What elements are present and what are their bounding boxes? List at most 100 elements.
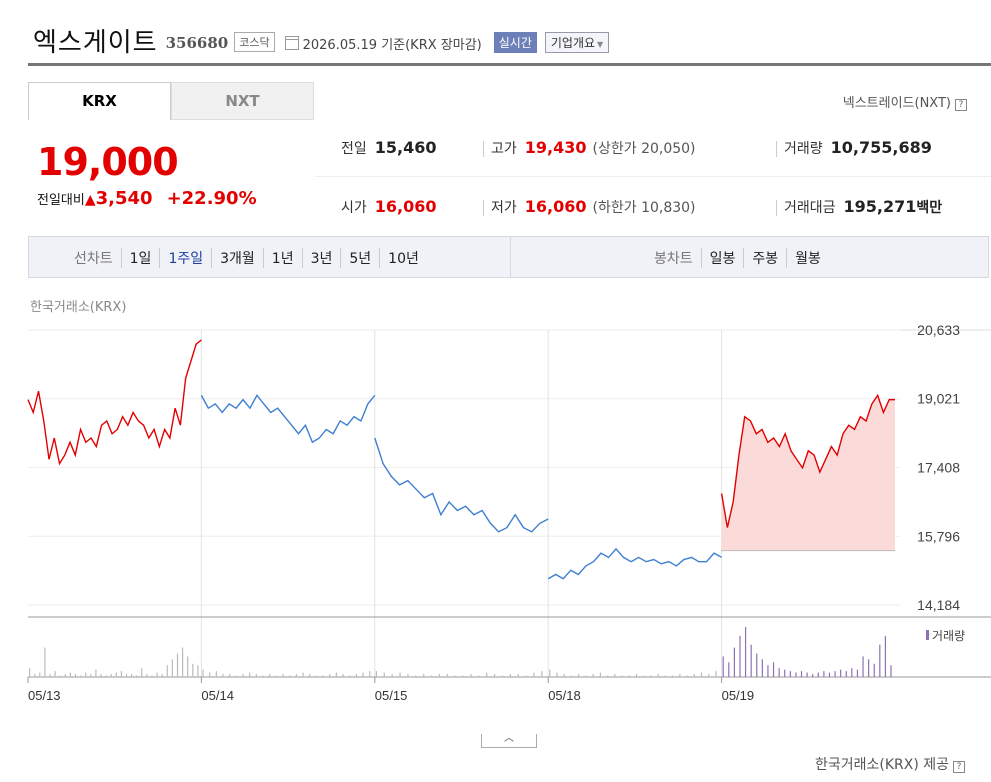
period-1y[interactable]: 1년 (262, 248, 302, 268)
volume-bar (64, 674, 66, 677)
volume-bar (784, 669, 786, 677)
upper-limit: (상한가 20,050) (592, 141, 696, 157)
tab-krx[interactable]: KRX (28, 82, 171, 120)
volume-bar (570, 675, 573, 677)
volume-bar (255, 674, 257, 677)
volume-bar (383, 672, 385, 677)
stat-separator (776, 141, 777, 157)
stat-value: 19,430 (524, 138, 587, 157)
volume-bar (349, 675, 351, 677)
volume-bar (215, 671, 217, 677)
candle-weekly[interactable]: 주봉 (743, 248, 786, 268)
volume-bar (446, 674, 448, 677)
volume-bar (840, 669, 842, 677)
bar-divider (510, 237, 511, 277)
volume-bar (222, 674, 224, 677)
volume-bar (342, 674, 344, 677)
volume-bar (302, 672, 304, 677)
collapse-chart-button[interactable]: ︿ (481, 734, 537, 748)
volume-bar (817, 672, 819, 677)
volume-bar (105, 675, 107, 677)
volume-bar (494, 674, 496, 677)
volume-bar (44, 647, 46, 677)
candle-daily[interactable]: 일봉 (700, 248, 744, 268)
stat-label: 전일 (341, 141, 367, 157)
stat-separator (483, 141, 484, 157)
volume-bar (679, 674, 681, 677)
calendar-icon (284, 35, 299, 50)
up-triangle-icon: ▲ (84, 192, 96, 208)
candle-monthly[interactable]: 월봉 (786, 248, 829, 268)
volume-bar (486, 672, 488, 677)
stat-label: 저가 (491, 200, 517, 216)
volume-bar (761, 659, 763, 677)
stat-label: 시가 (341, 200, 367, 216)
volume-bar (85, 672, 87, 677)
volume-bar (708, 674, 710, 677)
stat-unit: 백만 (916, 200, 943, 216)
volume-bar (100, 674, 102, 677)
volume-bar (209, 672, 211, 677)
nextrade-label: 넥스트레이드(NXT) (842, 96, 951, 111)
volume-bar (335, 672, 337, 677)
realtime-button[interactable]: 실시간 (493, 32, 537, 53)
volume-bar (415, 675, 417, 677)
volume-bar (197, 665, 199, 677)
volume-bar (176, 653, 179, 677)
y-tick-label: 19,021 (917, 391, 960, 407)
volume-bar (733, 647, 735, 677)
change-label: 전일대비 (37, 193, 85, 208)
provider-label: 한국거래소(KRX) 제공 (814, 757, 949, 773)
help-icon[interactable]: ? (955, 99, 967, 111)
volume-bar (171, 659, 173, 677)
period-3m[interactable]: 3개월 (211, 248, 263, 268)
change-value: 3,540 (95, 188, 153, 209)
volume-bar (454, 675, 456, 677)
volume-bar (74, 674, 77, 677)
tab-nxt[interactable]: NXT (171, 82, 314, 120)
stat-value: 195,271 (843, 197, 917, 216)
stock-code: 356680 (165, 34, 229, 52)
volume-bar (772, 662, 775, 677)
stats-divider (315, 176, 991, 177)
period-3y[interactable]: 3년 (301, 248, 341, 268)
volume-bar (686, 675, 688, 677)
volume-bar (739, 635, 741, 677)
volume-bar (423, 674, 425, 677)
period-10y[interactable]: 10년 (379, 248, 427, 268)
volume-bar (715, 671, 717, 677)
volume-bar (614, 674, 616, 677)
x-tick-label: 05/18 (548, 688, 581, 703)
help-icon[interactable]: ? (953, 761, 965, 773)
price-change: 전일대비▲3,540 +22.90% (37, 188, 257, 209)
volume-bar (329, 674, 331, 677)
stock-header: 엑스게이트 356680 코스닥 2026.05.19 기준(KRX 장마감) … (33, 22, 610, 58)
period-5y[interactable]: 5년 (340, 248, 379, 268)
volume-bar (49, 674, 51, 677)
volume-bar (235, 675, 237, 677)
volume-bar (541, 671, 543, 677)
volume-bar (59, 675, 61, 677)
volume-bar (141, 668, 143, 677)
volume-bar (39, 672, 41, 677)
volume-bar (728, 662, 730, 677)
stat-separator (776, 200, 777, 216)
price-chart[interactable]: 20,633 19,021 17,408 15,796 14,184 거래량 05/13 05… (0, 318, 991, 728)
nextrade-link[interactable]: 넥스트레이드(NXT)? (843, 92, 967, 111)
stat-prev-close: 전일 15,460 (341, 138, 437, 158)
volume-bar (182, 647, 184, 677)
period-1w[interactable]: 1주일 (159, 248, 211, 268)
volume-bar (890, 665, 892, 677)
company-overview-button[interactable]: 기업개요 ▼ (544, 32, 610, 53)
stat-value: 16,060 (374, 197, 437, 216)
volume-bar (262, 675, 264, 677)
volume-bar (750, 644, 752, 677)
period-1d[interactable]: 1일 (120, 248, 160, 268)
stat-value: 15,460 (374, 138, 437, 157)
line-chart-label: 선차트 (74, 251, 113, 267)
change-percent: +22.90% (166, 188, 257, 209)
volume-bar (635, 674, 638, 677)
price-line-05-13 (27, 339, 202, 466)
volume-bar (868, 659, 870, 677)
volume-bar (672, 675, 674, 677)
